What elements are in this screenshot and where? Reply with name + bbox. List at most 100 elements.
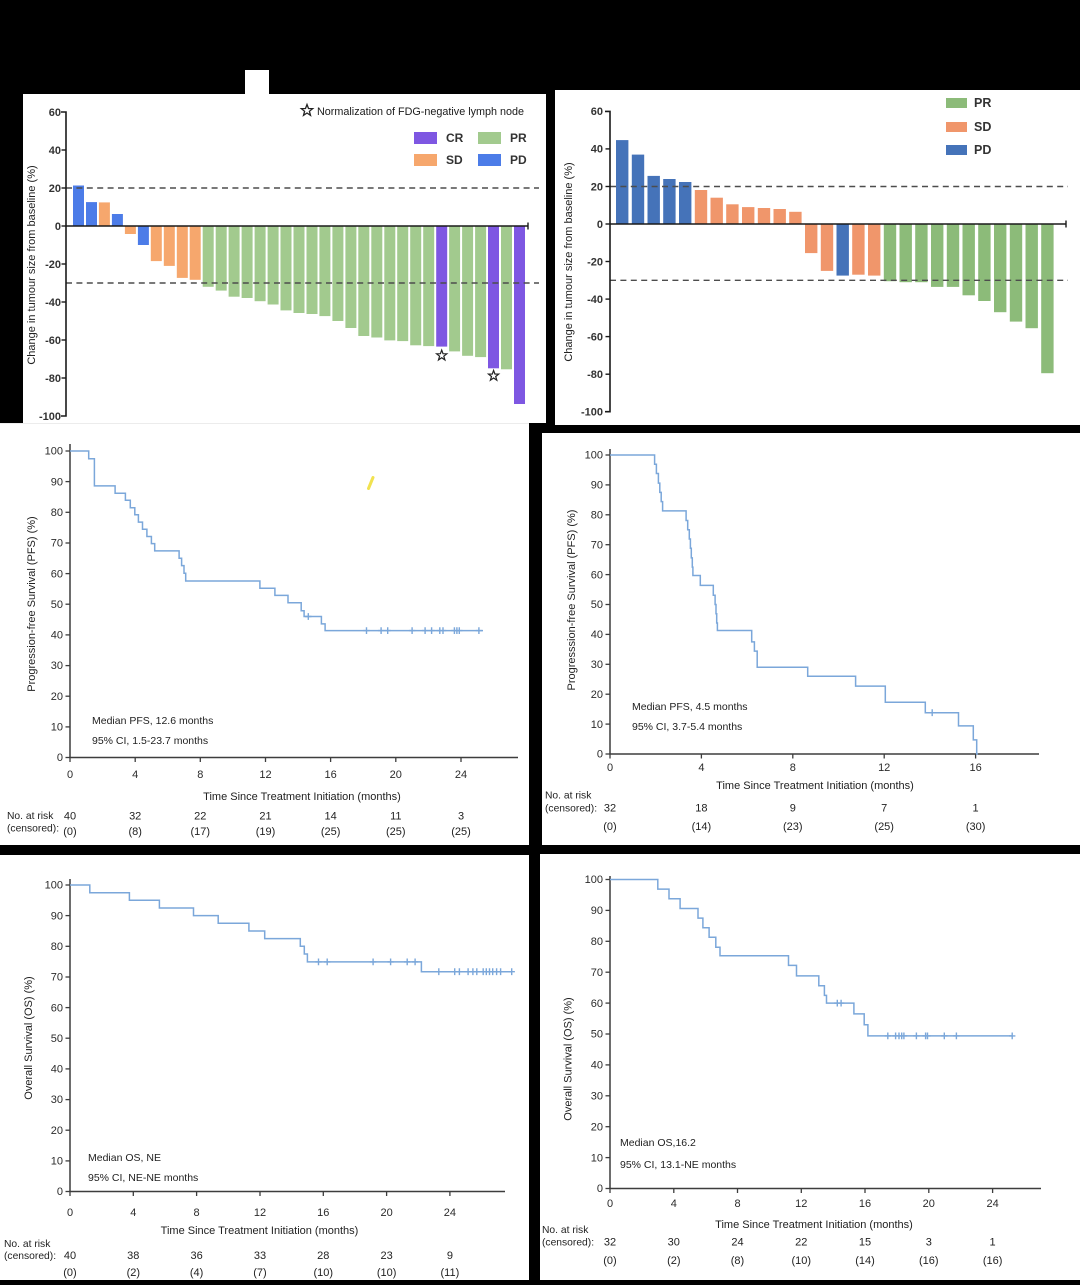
svg-text:-80: -80 xyxy=(587,369,603,381)
svg-text:24: 24 xyxy=(731,1237,743,1249)
svg-text:60: 60 xyxy=(591,998,603,1010)
svg-text:30: 30 xyxy=(591,659,603,671)
svg-text:(8): (8) xyxy=(731,1255,744,1267)
svg-text:3: 3 xyxy=(458,811,464,823)
svg-text:100: 100 xyxy=(45,880,63,892)
svg-text:(16): (16) xyxy=(983,1255,1003,1267)
svg-text:Time Since Treatment Initiatio: Time Since Treatment Initiation (months) xyxy=(716,780,914,792)
svg-text:16: 16 xyxy=(324,769,336,781)
svg-text:0: 0 xyxy=(57,752,63,764)
svg-text:40: 40 xyxy=(591,144,603,156)
svg-text:SD: SD xyxy=(446,153,463,167)
svg-text:1: 1 xyxy=(973,803,979,815)
svg-text:(0): (0) xyxy=(63,1267,76,1279)
svg-text:8: 8 xyxy=(194,1207,200,1219)
svg-text:(8): (8) xyxy=(128,826,141,838)
svg-text:40: 40 xyxy=(51,630,63,642)
svg-text:(2): (2) xyxy=(127,1267,140,1279)
svg-text:90: 90 xyxy=(51,476,63,488)
svg-text:0: 0 xyxy=(597,219,603,231)
svg-text:4: 4 xyxy=(671,1198,677,1210)
svg-text:95% CI, NE-NE months: 95% CI, NE-NE months xyxy=(88,1172,198,1184)
svg-text:PD: PD xyxy=(974,143,991,157)
svg-text:95% CI, 1.5-23.7 months: 95% CI, 1.5-23.7 months xyxy=(92,735,208,747)
svg-text:(7): (7) xyxy=(253,1267,266,1279)
svg-text:CR: CR xyxy=(446,131,464,145)
svg-text:0: 0 xyxy=(607,1198,613,1210)
svg-text:80: 80 xyxy=(51,941,63,953)
svg-text:70: 70 xyxy=(591,539,603,551)
svg-text:0: 0 xyxy=(67,769,73,781)
svg-text:-60: -60 xyxy=(45,335,61,347)
svg-text:7: 7 xyxy=(881,803,887,815)
svg-text:15: 15 xyxy=(859,1237,871,1249)
svg-text:Median OS,16.2: Median OS,16.2 xyxy=(620,1137,696,1149)
svg-text:11: 11 xyxy=(390,811,401,823)
svg-text:32: 32 xyxy=(604,1237,616,1249)
svg-text:60: 60 xyxy=(49,107,61,119)
svg-text:20: 20 xyxy=(390,769,402,781)
svg-text:SD: SD xyxy=(974,120,991,134)
svg-text:20: 20 xyxy=(591,181,603,193)
svg-text:(30): (30) xyxy=(966,821,986,833)
svg-text:21: 21 xyxy=(259,811,271,823)
svg-text:(14): (14) xyxy=(692,821,712,833)
svg-text:-100: -100 xyxy=(581,407,603,419)
svg-text:18: 18 xyxy=(695,803,707,815)
svg-text:-40: -40 xyxy=(45,297,61,309)
svg-text:Change in tumour size from bas: Change in tumour size from baseline (%) xyxy=(563,162,575,361)
svg-text:(0): (0) xyxy=(603,821,616,833)
svg-text:12: 12 xyxy=(795,1198,807,1210)
svg-text:-80: -80 xyxy=(45,373,61,385)
svg-text:(2): (2) xyxy=(667,1255,680,1267)
svg-text:14: 14 xyxy=(324,811,336,823)
svg-text:60: 60 xyxy=(591,106,603,118)
svg-text:30: 30 xyxy=(51,660,63,672)
svg-text:-40: -40 xyxy=(587,294,603,306)
svg-text:70: 70 xyxy=(51,972,63,984)
svg-text:16: 16 xyxy=(969,762,981,774)
svg-text:No. at risk: No. at risk xyxy=(542,1225,589,1236)
svg-text:0: 0 xyxy=(607,762,613,774)
svg-text:20: 20 xyxy=(591,1121,603,1133)
svg-text:60: 60 xyxy=(591,569,603,581)
svg-text:40: 40 xyxy=(49,145,61,157)
svg-text:Normalization of FDG-negative: Normalization of FDG-negative lymph node xyxy=(317,106,524,118)
svg-text:(19): (19) xyxy=(256,826,276,838)
svg-text:0: 0 xyxy=(597,749,603,761)
svg-text:90: 90 xyxy=(591,905,603,917)
svg-text:(censored):: (censored): xyxy=(545,804,597,815)
svg-text:95% CI, 3.7-5.4 months: 95% CI, 3.7-5.4 months xyxy=(632,721,742,733)
svg-text:30: 30 xyxy=(51,1094,63,1106)
svg-text:(11): (11) xyxy=(441,1267,460,1279)
svg-text:100: 100 xyxy=(585,450,603,462)
svg-text:No. at risk: No. at risk xyxy=(7,811,54,822)
svg-text:23: 23 xyxy=(380,1250,392,1262)
svg-text:12: 12 xyxy=(254,1207,266,1219)
svg-text:100: 100 xyxy=(585,874,603,886)
svg-text:Progresssion-free Survival (PF: Progresssion-free Survival (PFS) (%) xyxy=(566,510,578,691)
svg-text:70: 70 xyxy=(51,538,63,550)
svg-text:(0): (0) xyxy=(63,826,76,838)
svg-text:0: 0 xyxy=(597,1183,603,1195)
svg-text:50: 50 xyxy=(591,599,603,611)
svg-text:PR: PR xyxy=(510,131,527,145)
svg-text:9: 9 xyxy=(447,1250,453,1262)
svg-text:(censored):: (censored): xyxy=(542,1238,594,1249)
svg-text:80: 80 xyxy=(51,507,63,519)
svg-text:10: 10 xyxy=(51,1156,63,1168)
svg-text:(25): (25) xyxy=(451,826,471,838)
svg-text:10: 10 xyxy=(51,722,63,734)
svg-text:50: 50 xyxy=(51,599,63,611)
svg-text:60: 60 xyxy=(51,1002,63,1014)
svg-text:(14): (14) xyxy=(855,1255,875,1267)
svg-text:40: 40 xyxy=(591,629,603,641)
svg-text:0: 0 xyxy=(67,1207,73,1219)
svg-text:Time Since Treatment Initiatio: Time Since Treatment Initiation (months) xyxy=(715,1219,913,1231)
svg-text:Time Since Treatment Initiatio: Time Since Treatment Initiation (months) xyxy=(203,791,401,803)
svg-text:-20: -20 xyxy=(587,256,603,268)
svg-text:No. at risk: No. at risk xyxy=(545,791,592,802)
svg-text:12: 12 xyxy=(878,762,890,774)
svg-text:Change in tumour size from bas: Change in tumour size from baseline (%) xyxy=(26,165,38,364)
svg-text:28: 28 xyxy=(317,1250,329,1262)
